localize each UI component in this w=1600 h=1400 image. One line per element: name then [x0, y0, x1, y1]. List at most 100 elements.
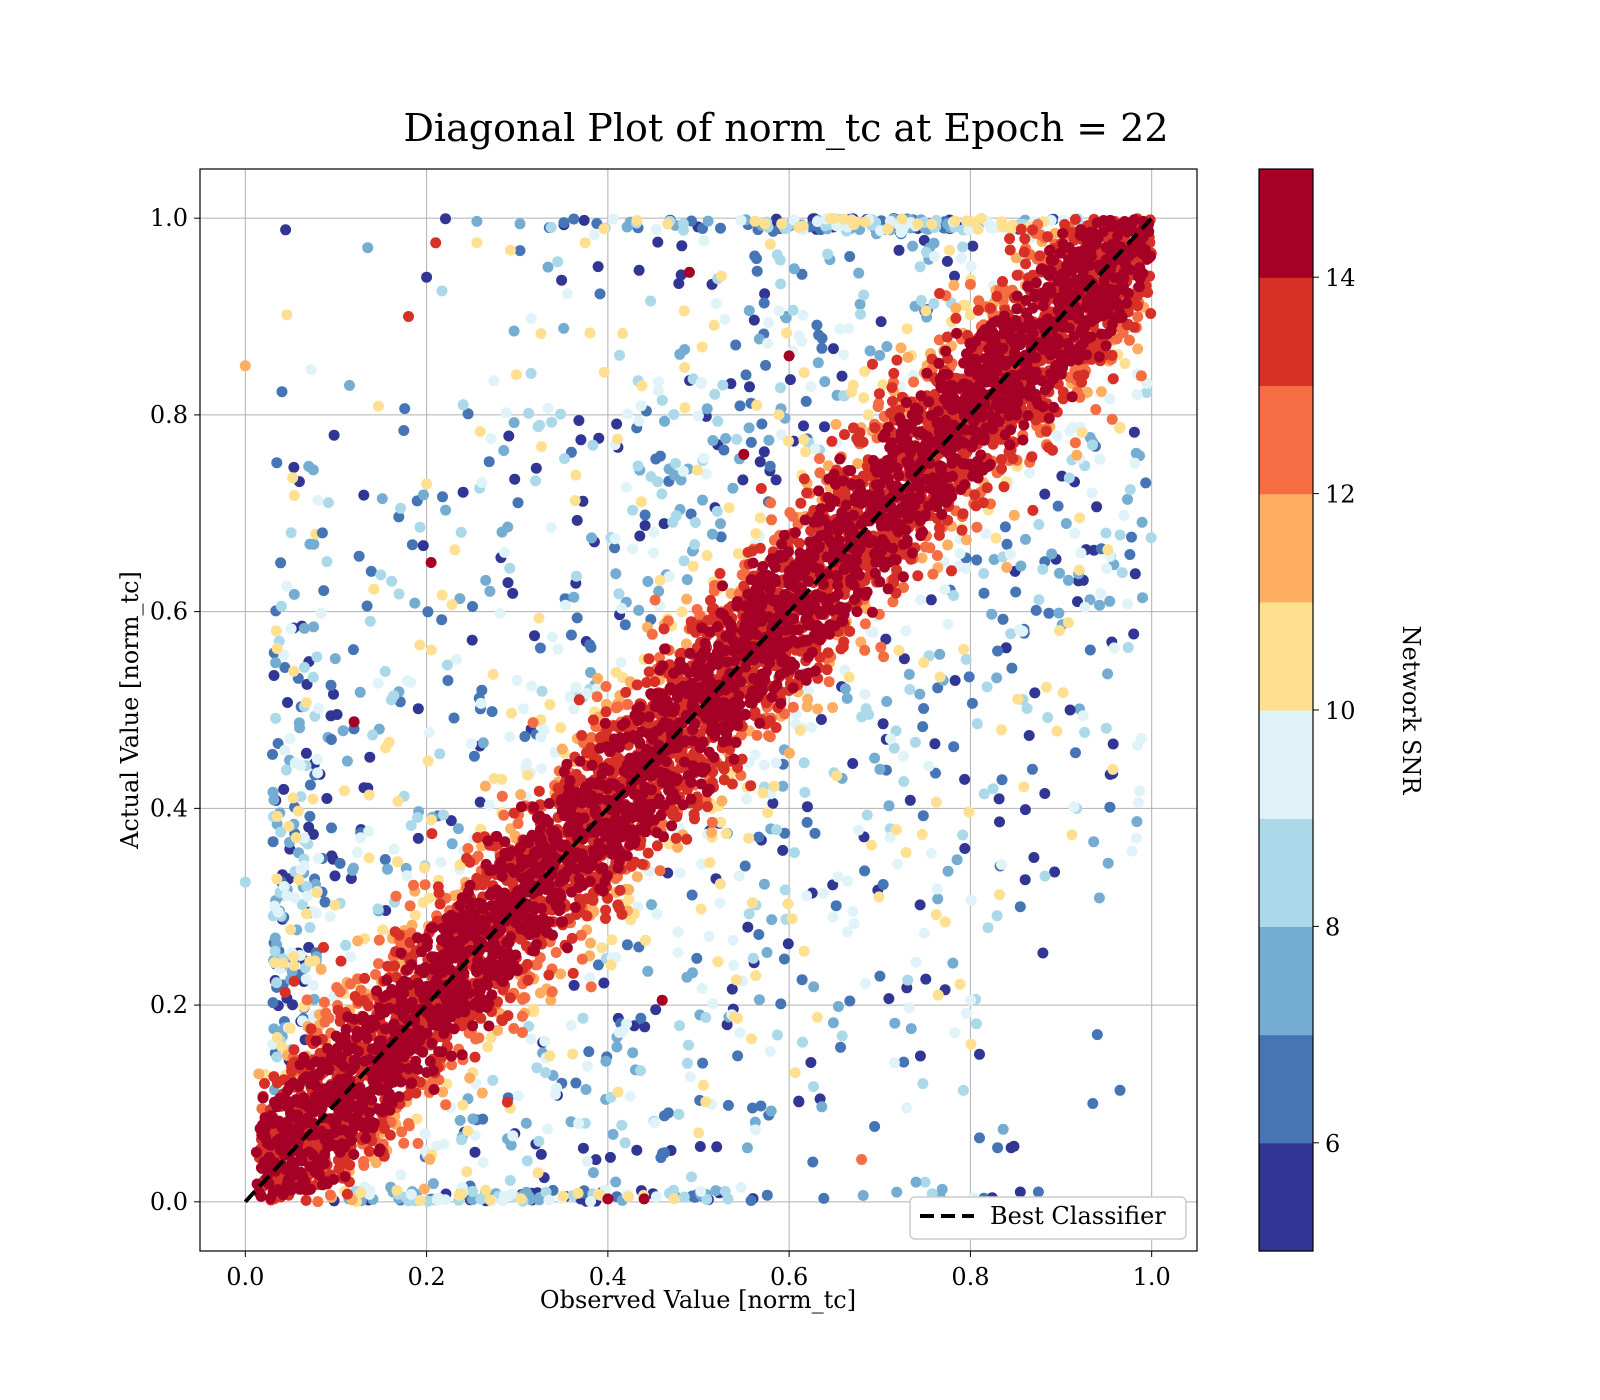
scatter-point	[446, 599, 458, 611]
scatter-point	[388, 843, 400, 855]
scatter-point	[755, 1100, 767, 1112]
scatter-point	[685, 616, 697, 628]
scatter-point	[610, 1176, 622, 1188]
scatter-point	[796, 974, 808, 986]
scatter-point	[271, 643, 283, 654]
scatter-point	[539, 1035, 551, 1047]
scatter-point	[1020, 258, 1032, 270]
scatter-point	[272, 738, 284, 749]
scatter-point	[614, 349, 625, 361]
scatter-point	[543, 969, 555, 981]
scatter-point	[984, 220, 996, 231]
scatter-point	[764, 1045, 776, 1057]
scatter-point	[643, 653, 655, 665]
scatter-point	[898, 1056, 910, 1068]
scatter-point	[504, 1175, 516, 1186]
scatter-point	[288, 1044, 300, 1056]
scatter-point	[909, 736, 921, 748]
scatter-point	[607, 1128, 619, 1140]
scatter-point	[304, 779, 316, 791]
scatter-point	[719, 313, 731, 325]
scatter-point	[271, 1032, 283, 1043]
scatter-point	[543, 1194, 555, 1206]
scatter-point	[932, 682, 944, 694]
scatter-point	[542, 402, 554, 414]
scatter-point	[808, 981, 820, 993]
scatter-point	[521, 1155, 533, 1167]
scatter-point	[635, 1065, 646, 1077]
scatter-point	[972, 223, 984, 235]
scatter-point	[331, 709, 343, 720]
scatter-point	[961, 1007, 972, 1019]
scatter-point	[668, 1193, 680, 1205]
scatter-point	[312, 1196, 324, 1208]
scatter-point	[822, 248, 834, 260]
scatter-point	[775, 278, 787, 290]
scatter-point	[472, 850, 484, 862]
scatter-point	[861, 809, 873, 821]
scatter-point	[920, 305, 932, 317]
scatter-point	[789, 1067, 801, 1079]
scatter-point	[709, 388, 721, 400]
scatter-point	[801, 487, 813, 499]
scatter-point	[1140, 477, 1152, 489]
scatter-point	[662, 218, 674, 230]
scatter-point	[311, 651, 323, 663]
scatter-point	[1132, 797, 1144, 809]
scatter-point	[859, 216, 871, 228]
scatter-point	[269, 945, 281, 957]
scatter-point	[658, 518, 670, 530]
scatter-point	[857, 1190, 869, 1201]
scatter-point	[534, 987, 546, 999]
scatter-point	[753, 831, 765, 843]
scatter-point	[754, 542, 766, 554]
scatter-point	[308, 621, 320, 633]
scatter-point	[284, 1022, 296, 1034]
scatter-point	[905, 1023, 917, 1035]
scatter-point	[617, 328, 629, 339]
scatter-point	[685, 508, 697, 520]
scatter-point	[754, 512, 766, 524]
scatter-point	[433, 1192, 445, 1204]
scatter-point	[888, 1057, 900, 1069]
scatter-point	[1007, 219, 1019, 231]
scatter-point	[753, 333, 765, 345]
scatter-point	[761, 1189, 773, 1201]
scatter-point	[764, 460, 776, 472]
scatter-point	[498, 809, 510, 821]
scatter-point	[519, 731, 531, 742]
scatter-point	[863, 709, 875, 720]
scatter-point	[1066, 829, 1078, 841]
scatter-point	[786, 913, 798, 925]
scatter-point	[405, 820, 417, 831]
scatter-point	[934, 671, 946, 683]
scatter-point	[285, 623, 297, 635]
scatter-point	[483, 456, 495, 468]
scatter-point	[835, 1041, 846, 1053]
scatter-point	[821, 664, 833, 676]
scatter-point	[405, 1188, 417, 1200]
scatter-point	[916, 829, 928, 840]
scatter-point	[270, 657, 282, 669]
scatter-point	[782, 938, 794, 950]
scatter-point	[457, 399, 469, 411]
scatter-point	[886, 382, 898, 393]
scatter-point	[276, 1041, 288, 1053]
scatter-point	[761, 947, 773, 958]
scatter-point	[1021, 703, 1033, 714]
scatter-point	[1074, 512, 1086, 524]
scatter-point	[512, 1090, 524, 1102]
scatter-point	[942, 865, 954, 877]
scatter-point	[546, 986, 558, 998]
scatter-point	[555, 722, 567, 734]
scatter-point	[914, 1050, 926, 1062]
scatter-point	[934, 288, 946, 299]
scatter-point	[958, 643, 970, 655]
scatter-point	[674, 1020, 685, 1032]
scatter-point	[1018, 246, 1030, 258]
scatter-point	[445, 815, 457, 827]
scatter-point	[653, 585, 665, 597]
scatter-point	[928, 237, 940, 249]
scatter-point	[771, 249, 783, 261]
